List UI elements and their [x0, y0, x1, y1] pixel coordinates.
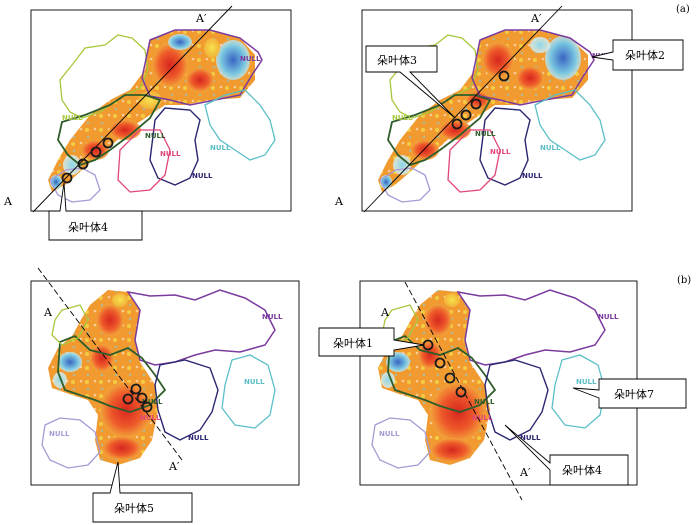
section-line	[363, 5, 563, 213]
callout-lobe4: 朵叶体4	[68, 220, 108, 234]
null-label: NULL	[262, 313, 283, 321]
null-label: NULL	[192, 172, 213, 180]
section-start-label: A	[380, 306, 390, 319]
callout-box	[48, 182, 143, 241]
null-label: NULL	[576, 378, 597, 386]
callout-lobe5: 朵叶体5	[114, 501, 154, 515]
panel-label-a: (a)	[676, 4, 690, 15]
polygon-cyan	[221, 354, 276, 429]
polygon-dark-green	[387, 334, 497, 413]
null-label: NULL	[210, 144, 231, 152]
panel-bottom-right: NULL NULL NULL NULL NULL NULL A A′ 朵叶体1 …	[318, 275, 691, 501]
section-end-label: A′	[530, 12, 542, 25]
polygon-navy	[154, 359, 219, 441]
sample-point	[444, 372, 456, 384]
panel-bottom-left: NULL NULL NULL NULL NULL NULL A A′ 朵叶体5	[30, 267, 300, 523]
null-label: NULL	[140, 414, 161, 422]
section-start-label: A	[334, 195, 344, 208]
polygon-light-green	[59, 34, 149, 119]
section-end-label: A′	[519, 466, 531, 479]
polygon-purple	[141, 29, 263, 106]
sample-point	[470, 98, 482, 110]
null-label: NULL	[392, 114, 413, 122]
null-label: NULL	[49, 430, 70, 438]
panel-top-left: NULL NULL NULL NULL NULL NULL A A′ 朵叶体4	[3, 5, 292, 241]
sample-point	[61, 172, 73, 184]
null-label: NULL	[379, 430, 400, 438]
section-start-label: A	[3, 195, 13, 208]
sample-point	[90, 146, 102, 158]
null-label: NULL	[145, 132, 166, 140]
callout-box	[591, 39, 684, 71]
null-label: NULL	[474, 398, 495, 406]
null-label: NULL	[240, 55, 261, 63]
null-label: NULL	[520, 434, 541, 442]
polygon-pink	[447, 129, 501, 193]
section-line	[404, 281, 523, 501]
section-line	[32, 5, 233, 213]
polygon-lavender	[371, 417, 431, 469]
polygon-cyan	[534, 89, 606, 161]
sample-point	[136, 392, 148, 404]
panel-top-right: NULL NULL NULL NULL NULL NULL A A′ 朵叶体3 …	[334, 4, 690, 213]
null-label: NULL	[188, 434, 209, 442]
null-label: NULL	[472, 414, 493, 422]
sample-point	[455, 386, 467, 398]
polygon-navy	[149, 107, 201, 186]
polygon-dark-green	[57, 94, 162, 167]
section-line	[37, 267, 183, 461]
polygon-dark-green	[57, 334, 167, 413]
polygon-pink	[117, 129, 171, 193]
section-start-label: A	[43, 306, 53, 319]
sample-point	[451, 118, 463, 130]
null-label: NULL	[62, 114, 83, 122]
null-label: NULL	[160, 150, 181, 158]
null-label: NULL	[522, 172, 543, 180]
section-end-label: A′	[195, 12, 207, 25]
polygon-navy	[479, 107, 531, 186]
null-label: NULL	[244, 378, 265, 386]
callout-lobe7: 朵叶体7	[614, 387, 654, 401]
callout-box	[504, 424, 629, 486]
callout-lobe1: 朵叶体1	[333, 336, 373, 350]
sample-point	[102, 137, 114, 149]
amplitude-map	[48, 290, 158, 465]
sample-point	[122, 393, 134, 405]
callout-box	[318, 327, 425, 357]
panel-label-b: (b)	[677, 275, 691, 286]
null-label: NULL	[142, 398, 163, 406]
sample-point	[141, 401, 153, 413]
polygon-dark-green	[387, 94, 492, 167]
null-label: NULL	[598, 313, 619, 321]
polygon-cyan	[204, 89, 276, 161]
callout-lobe3: 朵叶体3	[377, 53, 417, 67]
null-label: NULL	[540, 144, 561, 152]
polygon-light-green	[51, 304, 89, 346]
polygon-light-green	[389, 34, 479, 119]
sample-point	[498, 70, 510, 82]
callout-lobe4: 朵叶体4	[562, 463, 602, 477]
polygon-cyan	[551, 354, 606, 429]
null-label: NULL	[490, 148, 511, 156]
polygon-navy	[484, 359, 549, 441]
sample-point	[434, 357, 446, 369]
sample-point	[460, 109, 472, 121]
null-label: NULL	[475, 130, 496, 138]
callout-box	[572, 378, 687, 409]
polygon-lavender	[379, 167, 431, 203]
callout-box	[92, 461, 193, 523]
callout-lobe2: 朵叶体2	[625, 48, 665, 62]
section-end-label: A′	[168, 460, 180, 473]
sample-point	[77, 158, 89, 170]
callout-box	[365, 45, 456, 119]
polygon-lavender	[41, 417, 101, 469]
sample-point	[130, 383, 142, 395]
polygon-purple	[471, 29, 595, 106]
